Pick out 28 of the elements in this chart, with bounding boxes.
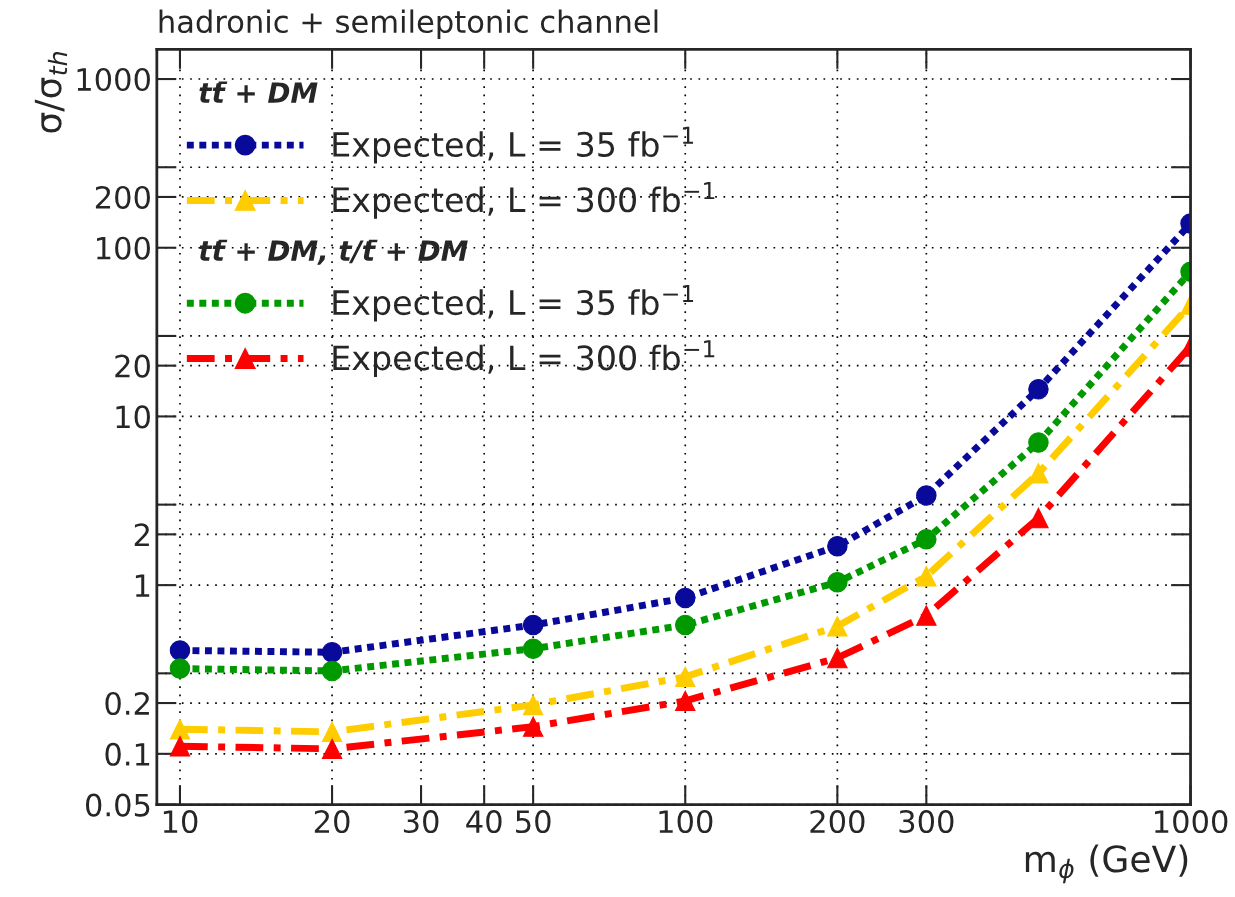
y-tick-label: 0.1 (105, 742, 150, 766)
x-tick-label: 30 (403, 810, 439, 834)
x-tick-label: 200 (810, 810, 865, 834)
y-tick-label: 1 (135, 574, 150, 597)
y-tick-label: 10 (116, 405, 150, 429)
legend-label: Expected, L = 35 fb$^{−1}$ (333, 126, 694, 164)
legend-label: Expected, L = 35 fb$^{−1}$ (333, 284, 694, 322)
x-tick-label: 1000 (1155, 810, 1228, 834)
y-tick-label: 0.2 (105, 691, 149, 716)
legend-label: Expected, L = 300 fb$^{−1}$ (333, 340, 715, 377)
x-tick-label: 100 (659, 810, 713, 834)
y-tick-label: 1000 (77, 67, 150, 92)
annotation: tt̄ + DM, t/t̄ + DM (199, 239, 468, 265)
y-tick-label: 100 (97, 236, 150, 260)
y-tick-label: 0.05 (85, 793, 150, 817)
x-axis-title: m$_{ϕ}$ (GeV) (1025, 844, 1188, 884)
y-axis-title: σ/σ$_{th}$ (34, 52, 68, 133)
annotation: tt̄ + DM (199, 81, 318, 103)
y-tick-label: 2 (134, 523, 149, 546)
chart-title: hadronic + semileptonic channel (159, 9, 658, 40)
y-tick-label: 20 (115, 354, 150, 378)
x-tick-label: 40 (466, 810, 502, 834)
x-tick-label: 10 (163, 810, 198, 834)
y-tick-label: 200 (95, 185, 150, 209)
x-tick-label: 50 (516, 810, 551, 834)
x-tick-label: 300 (899, 810, 954, 834)
x-tick-label: 20 (314, 810, 350, 834)
legend-label: Expected, L = 300 fb$^{−1}$ (333, 182, 715, 219)
